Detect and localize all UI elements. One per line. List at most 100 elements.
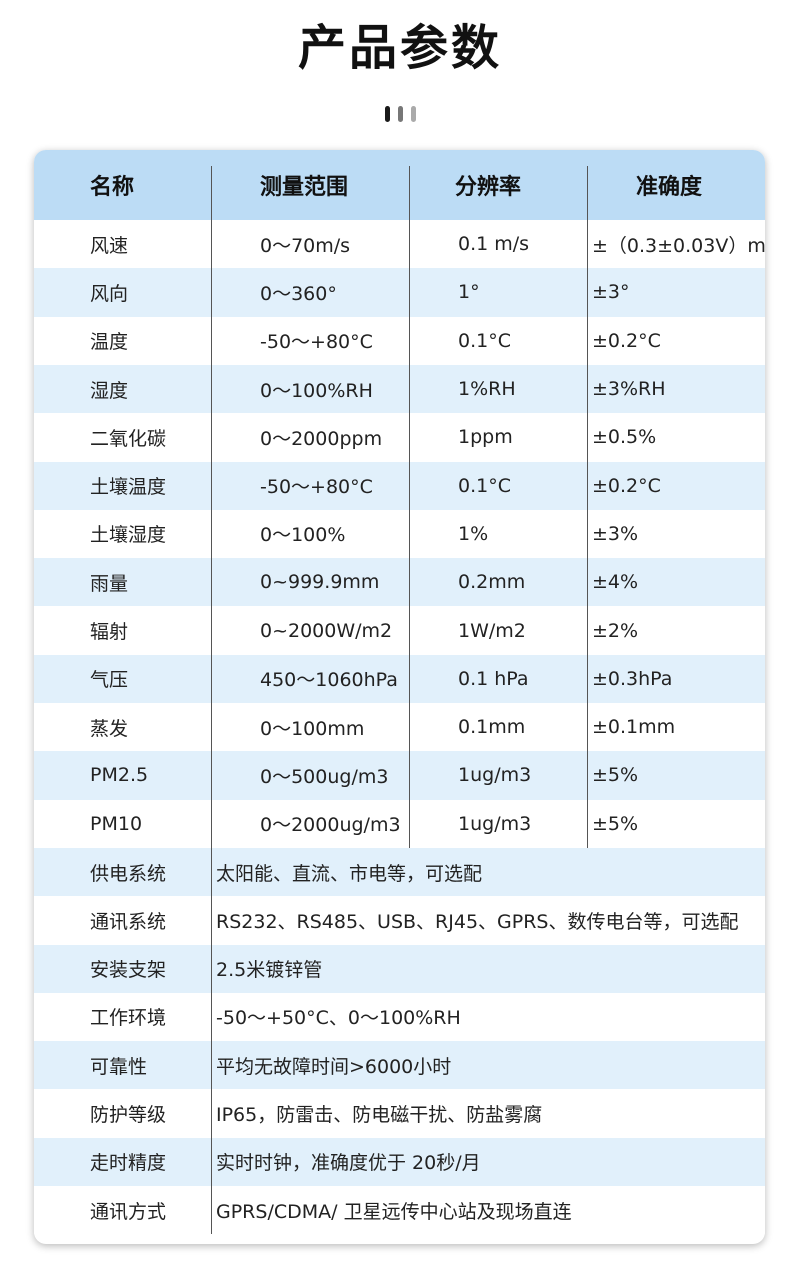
param-accuracy: ±（0.3±0.03V）m/s — [592, 234, 765, 257]
spec-row: 可靠性 平均无故障时间>6000小时 — [34, 1041, 765, 1090]
table-row: PM10 0～2000ug/m3 1ug/m3 ±5% — [34, 799, 765, 848]
param-range: -50～+80°C — [260, 476, 373, 499]
param-name: 风向 — [90, 282, 129, 305]
spec-name: 供电系统 — [90, 862, 167, 885]
table-row: 蒸发 0～100mm 0.1mm ±0.1mm — [34, 703, 765, 752]
spec-name: 工作环境 — [90, 1007, 167, 1030]
table-row: 风速 0～70m/s 0.1 m/s ±（0.3±0.03V）m/s — [34, 220, 765, 269]
spec-name: 可靠性 — [90, 1055, 148, 1078]
param-name: 风速 — [90, 234, 129, 257]
table-header-row: 名称 测量范围 分辨率 准确度 — [34, 150, 765, 220]
spec-value: RS232、RS485、USB、RJ45、GPRS、数传电台等，可选配 — [216, 910, 739, 933]
param-resolution: 1W/m2 — [458, 619, 526, 642]
divider-dot — [411, 106, 416, 122]
param-resolution: 1ug/m3 — [458, 764, 532, 787]
spec-name: 安装支架 — [90, 959, 167, 982]
spec-value: IP65，防雷击、防电磁干扰、防盐雾腐 — [216, 1104, 543, 1127]
param-name: 土壤湿度 — [90, 524, 167, 547]
param-range: 0~999.9mm — [260, 571, 380, 594]
param-resolution: 0.2mm — [458, 571, 526, 594]
param-name: PM10 — [90, 812, 143, 835]
spec-row: 通讯方式 GPRS/CDMA/ 卫星远传中心站及现场直连 — [34, 1186, 765, 1235]
spec-value: -50～+50°C、0～100%RH — [216, 1007, 461, 1030]
divider-dot — [398, 106, 403, 122]
table-row: 二氧化碳 0～2000ppm 1ppm ±0.5% — [34, 413, 765, 462]
param-accuracy: ±3° — [592, 281, 630, 304]
spec-name: 通讯方式 — [90, 1200, 167, 1223]
parameter-table: 名称 测量范围 分辨率 准确度 风速 0～70m/s 0.1 m/s ±（0.3±0.… — [34, 150, 765, 1244]
param-name: 气压 — [90, 669, 129, 692]
param-name: 二氧化碳 — [90, 427, 167, 450]
param-accuracy: ±0.2°C — [592, 329, 661, 352]
param-range: 0～2000ug/m3 — [260, 814, 401, 837]
spec-value: 平均无故障时间>6000小时 — [216, 1055, 452, 1078]
spec-row: 走时精度 实时时钟，准确度优于 20秒/月 — [34, 1137, 765, 1186]
spec-value: 实时时钟，准确度优于 20秒/月 — [216, 1152, 481, 1175]
param-name: 湿度 — [90, 379, 129, 402]
param-name: 土壤温度 — [90, 476, 167, 499]
spec-value: 太阳能、直流、市电等，可选配 — [216, 862, 483, 885]
param-range: 0～100%RH — [260, 379, 373, 402]
table-row: 土壤湿度 0～100% 1% ±3% — [34, 509, 765, 559]
param-name: 温度 — [90, 331, 129, 354]
param-accuracy: ±0.3hPa — [592, 667, 673, 690]
spec-name: 通讯系统 — [90, 910, 167, 933]
param-range: 0～500ug/m3 — [260, 765, 389, 788]
param-accuracy: ±0.1mm — [592, 716, 676, 739]
param-name: 雨量 — [90, 572, 129, 595]
spec-value: 2.5米镀锌管 — [216, 959, 323, 982]
table-row: 气压 450～1060hPa 0.1 hPa ±0.3hPa — [34, 654, 765, 703]
param-name: PM2.5 — [90, 764, 149, 787]
spec-name: 走时精度 — [90, 1152, 167, 1175]
column-divider — [211, 166, 212, 1235]
spec-row: 供电系统 太阳能、直流、市电等，可选配 — [34, 847, 765, 897]
param-accuracy: ±3% — [592, 522, 639, 545]
param-resolution: 1% — [458, 522, 489, 545]
spec-value: GPRS/CDMA/ 卫星远传中心站及现场直连 — [216, 1200, 572, 1223]
param-accuracy: ±0.2°C — [592, 474, 661, 497]
spec-name: 防护等级 — [90, 1104, 167, 1127]
param-resolution: 1ug/m3 — [458, 812, 532, 835]
table-row: 风向 0～360° 1° ±3° — [34, 268, 765, 317]
spec-row: 工作环境 -50～+50°C、0～100%RH — [34, 992, 765, 1042]
spec-row: 通讯系统 RS232、RS485、USB、RJ45、GPRS、数传电台等，可选配 — [34, 896, 765, 945]
param-accuracy: ±2% — [592, 619, 639, 642]
table-row: PM2.5 0～500ug/m3 1ug/m3 ±5% — [34, 751, 765, 800]
param-resolution: 0.1mm — [458, 716, 526, 739]
table-row: 湿度 0～100%RH 1%RH ±3%RH — [34, 364, 765, 414]
param-range: 0～70m/s — [260, 234, 351, 257]
param-range: 0～100% — [260, 524, 346, 547]
header-range: 测量范围 — [260, 175, 349, 200]
column-divider — [587, 166, 588, 848]
param-range: 0~2000W/m2 — [260, 619, 393, 642]
title-divider-dots — [385, 106, 425, 122]
param-accuracy: ±3%RH — [592, 378, 666, 401]
param-range: 0～360° — [260, 282, 337, 305]
param-resolution: 0.1°C — [458, 329, 511, 352]
param-range: 450～1060hPa — [260, 669, 398, 692]
param-range: -50～+80°C — [260, 331, 373, 354]
param-resolution: 1ppm — [458, 426, 513, 449]
page-title: 产品参数 — [297, 20, 502, 76]
param-resolution: 0.1°C — [458, 474, 511, 497]
param-name: 辐射 — [90, 621, 129, 644]
param-accuracy: ±0.5% — [592, 426, 657, 449]
table-row: 雨量 0~999.9mm 0.2mm ±4% — [34, 558, 765, 607]
header-accuracy: 准确度 — [636, 175, 703, 200]
header-name: 名称 — [90, 175, 135, 200]
spec-row: 安装支架 2.5米镀锌管 — [34, 944, 765, 993]
param-resolution: 1° — [458, 281, 480, 304]
param-resolution: 0.1 m/s — [458, 233, 530, 256]
param-accuracy: ±5% — [592, 812, 639, 835]
param-accuracy: ±4% — [592, 571, 639, 594]
param-range: 0～100mm — [260, 717, 365, 740]
column-divider — [409, 166, 410, 848]
param-resolution: 0.1 hPa — [458, 667, 529, 690]
param-resolution: 1%RH — [458, 378, 516, 401]
param-name: 蒸发 — [90, 717, 129, 740]
table-row: 土壤温度 -50～+80°C 0.1°C ±0.2°C — [34, 461, 765, 510]
divider-dot — [385, 106, 390, 122]
header-resolution: 分辨率 — [455, 175, 522, 200]
table-row: 辐射 0~2000W/m2 1W/m2 ±2% — [34, 606, 765, 655]
param-accuracy: ±5% — [592, 764, 639, 787]
